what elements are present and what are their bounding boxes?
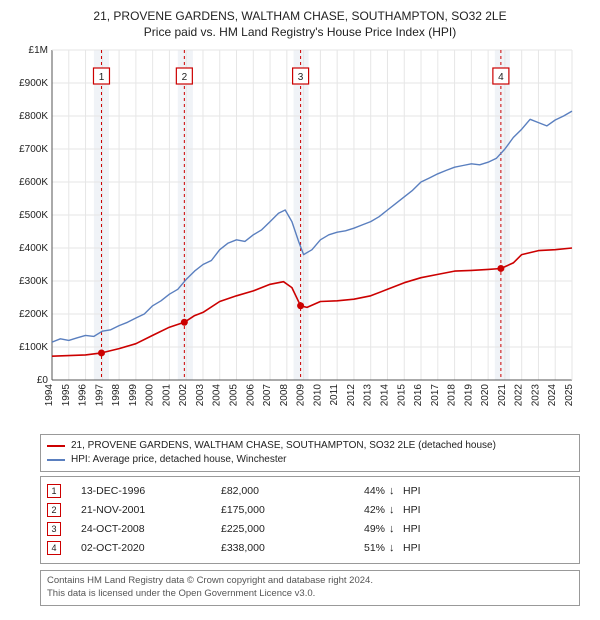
svg-text:£800K: £800K <box>19 111 48 122</box>
svg-text:£400K: £400K <box>19 243 48 254</box>
legend-box: 21, PROVENE GARDENS, WALTHAM CHASE, SOUT… <box>40 434 580 472</box>
legend-swatch <box>47 445 65 447</box>
sale-hpi-label: HPI <box>403 504 573 516</box>
down-arrow-icon: ↓ <box>389 504 403 516</box>
page: { "title_line1": "21, PROVENE GARDENS, W… <box>0 0 600 620</box>
sale-hpi-label: HPI <box>403 542 573 554</box>
sale-date: 13-DEC-1996 <box>81 485 221 497</box>
svg-text:2011: 2011 <box>329 384 340 406</box>
svg-text:2007: 2007 <box>262 384 273 407</box>
svg-text:2024: 2024 <box>547 384 558 407</box>
sale-pct: 49% <box>341 523 389 535</box>
svg-text:1997: 1997 <box>94 384 105 407</box>
svg-text:2010: 2010 <box>312 384 323 407</box>
chart-titles: 21, PROVENE GARDENS, WALTHAM CHASE, SOUT… <box>0 0 600 40</box>
sale-hpi-label: HPI <box>403 523 573 535</box>
svg-text:£200K: £200K <box>19 309 48 320</box>
title-line-1: 21, PROVENE GARDENS, WALTHAM CHASE, SOUT… <box>0 8 600 24</box>
svg-text:£900K: £900K <box>19 78 48 89</box>
legend-row: HPI: Average price, detached house, Winc… <box>47 453 573 467</box>
svg-text:4: 4 <box>498 72 504 83</box>
svg-text:£500K: £500K <box>19 210 48 221</box>
svg-text:2021: 2021 <box>497 384 508 407</box>
sale-row: 3 24-OCT-2008£225,00049%↓HPI <box>47 519 573 538</box>
svg-text:2: 2 <box>182 72 188 83</box>
svg-text:2019: 2019 <box>463 384 474 407</box>
title-line-2: Price paid vs. HM Land Registry's House … <box>0 24 600 40</box>
svg-text:2012: 2012 <box>346 384 357 407</box>
svg-text:2008: 2008 <box>279 384 290 407</box>
sale-date: 02-OCT-2020 <box>81 542 221 554</box>
sale-hpi-label: HPI <box>403 485 573 497</box>
footer-line-2: This data is licensed under the Open Gov… <box>47 588 573 601</box>
sale-pct: 51% <box>341 542 389 554</box>
chart-svg: £0£100K£200K£300K£400K£500K£600K£700K£80… <box>8 44 592 424</box>
sale-row: 1 13-DEC-1996£82,00044%↓HPI <box>47 481 573 500</box>
svg-text:£1M: £1M <box>29 45 48 56</box>
svg-text:1: 1 <box>99 72 105 83</box>
svg-text:1994: 1994 <box>44 384 55 407</box>
sale-price: £225,000 <box>221 523 341 535</box>
svg-text:2003: 2003 <box>195 384 206 407</box>
legend-label: 21, PROVENE GARDENS, WALTHAM CHASE, SOUT… <box>71 439 496 453</box>
sale-marker: 1 <box>47 484 61 498</box>
svg-text:2014: 2014 <box>379 384 390 407</box>
svg-text:2016: 2016 <box>413 384 424 407</box>
legend-row: 21, PROVENE GARDENS, WALTHAM CHASE, SOUT… <box>47 439 573 453</box>
sale-date: 21-NOV-2001 <box>81 504 221 516</box>
chart-area: £0£100K£200K£300K£400K£500K£600K£700K£80… <box>8 44 592 424</box>
svg-text:2009: 2009 <box>296 384 307 407</box>
sale-marker: 4 <box>47 541 61 555</box>
legend-swatch <box>47 459 65 461</box>
footer-box: Contains HM Land Registry data © Crown c… <box>40 570 580 606</box>
svg-text:2017: 2017 <box>430 384 441 407</box>
sale-price: £82,000 <box>221 485 341 497</box>
svg-text:2001: 2001 <box>161 384 172 407</box>
svg-text:2004: 2004 <box>212 384 223 407</box>
down-arrow-icon: ↓ <box>389 485 403 497</box>
svg-text:3: 3 <box>298 72 304 83</box>
sale-row: 2 21-NOV-2001£175,00042%↓HPI <box>47 500 573 519</box>
svg-text:2000: 2000 <box>145 384 156 407</box>
svg-text:2006: 2006 <box>245 384 256 407</box>
svg-text:1995: 1995 <box>61 384 72 407</box>
svg-text:2025: 2025 <box>564 384 575 407</box>
svg-text:£700K: £700K <box>19 144 48 155</box>
svg-text:1999: 1999 <box>128 384 139 407</box>
svg-text:£300K: £300K <box>19 276 48 287</box>
svg-text:2002: 2002 <box>178 384 189 407</box>
svg-text:1998: 1998 <box>111 384 122 407</box>
footer-line-1: Contains HM Land Registry data © Crown c… <box>47 575 573 588</box>
sale-date: 24-OCT-2008 <box>81 523 221 535</box>
sale-pct: 44% <box>341 485 389 497</box>
down-arrow-icon: ↓ <box>389 523 403 535</box>
sale-pct: 42% <box>341 504 389 516</box>
down-arrow-icon: ↓ <box>389 542 403 554</box>
sale-marker: 2 <box>47 503 61 517</box>
svg-text:2020: 2020 <box>480 384 491 407</box>
sales-table: 113-DEC-1996£82,00044%↓HPI221-NOV-2001£1… <box>40 476 580 564</box>
legend-label: HPI: Average price, detached house, Winc… <box>71 453 287 467</box>
sale-marker: 3 <box>47 522 61 536</box>
svg-text:£100K: £100K <box>19 342 48 353</box>
sale-price: £175,000 <box>221 504 341 516</box>
svg-text:2015: 2015 <box>396 384 407 407</box>
sale-row: 4 02-OCT-2020£338,00051%↓HPI <box>47 538 573 557</box>
sale-price: £338,000 <box>221 542 341 554</box>
svg-text:2023: 2023 <box>530 384 541 407</box>
svg-text:2018: 2018 <box>447 384 458 407</box>
svg-text:£600K: £600K <box>19 177 48 188</box>
svg-text:2005: 2005 <box>229 384 240 407</box>
svg-text:1996: 1996 <box>78 384 89 407</box>
svg-text:2022: 2022 <box>514 384 525 407</box>
svg-text:2013: 2013 <box>363 384 374 407</box>
